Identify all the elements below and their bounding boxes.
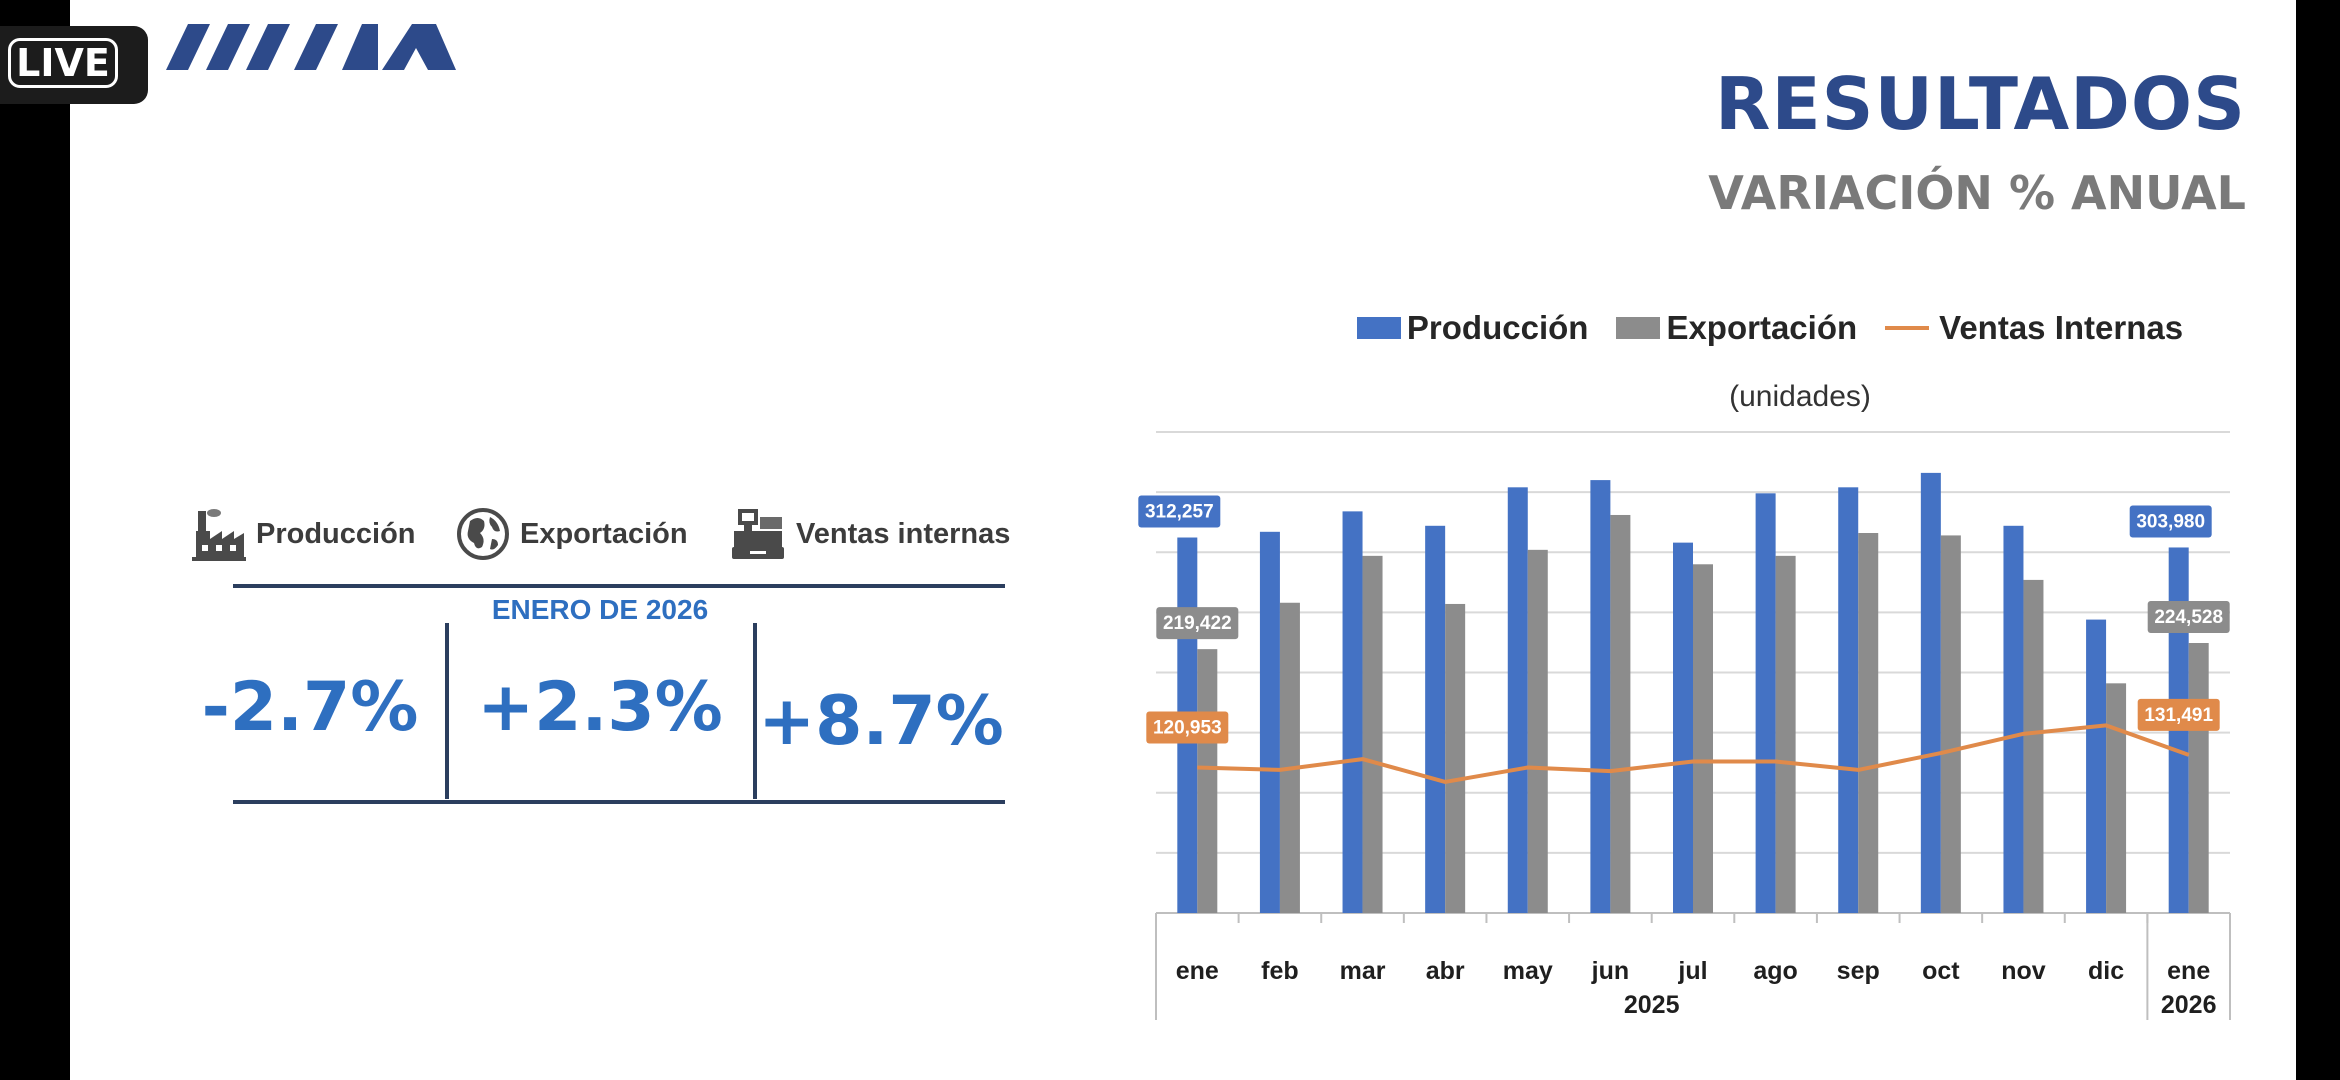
kpi-label-exportacion: Exportación xyxy=(520,517,688,550)
data-label-box xyxy=(1146,711,1229,744)
bar-exportacion-12 xyxy=(2188,643,2209,913)
chart-unit-label: (unidades) xyxy=(1729,380,1871,413)
kpi-bottom-rule xyxy=(233,800,1005,804)
x-tick-label: dic xyxy=(2088,957,2124,985)
bar-exportacion-3 xyxy=(1445,603,1466,913)
x-tick-label: ago xyxy=(1753,957,1797,985)
x-tick-label: ene xyxy=(2167,957,2210,985)
bar-exportacion-1 xyxy=(1279,602,1300,913)
data-label: 120,953 xyxy=(1153,718,1222,739)
factory-icon xyxy=(192,509,246,561)
amia-logo xyxy=(166,24,456,77)
x-tick-label: sep xyxy=(1837,957,1880,985)
legend-label: Ventas Internas xyxy=(1939,309,2184,346)
legend-line xyxy=(1885,326,1930,330)
bar-produccion-3 xyxy=(1425,525,1446,913)
bar-produccion-5 xyxy=(1590,480,1611,913)
live-label: LIVE xyxy=(8,38,118,88)
x-year-label: 2025 xyxy=(1624,991,1680,1019)
data-label-box xyxy=(1156,607,1239,640)
bar-produccion-11 xyxy=(2086,619,2107,913)
kpi-label-ventas: Ventas internas xyxy=(796,517,1011,550)
data-label: 219,422 xyxy=(1163,613,1232,634)
legend-label: Exportación xyxy=(1666,309,1858,346)
bar-exportacion-9 xyxy=(1940,535,1961,913)
bar-exportacion-4 xyxy=(1527,549,1548,913)
data-label-box xyxy=(1138,495,1221,528)
kpi-value-exportacion: +2.3% xyxy=(477,668,723,747)
kpi-header-exportacion: Exportación xyxy=(456,504,688,564)
x-tick-label: ene xyxy=(1176,957,1219,985)
bar-exportacion-8 xyxy=(1858,533,1879,913)
x-tick-label: jun xyxy=(1591,957,1630,985)
bar-produccion-10 xyxy=(2003,525,2024,913)
chart-legend: Producción Exportación Ventas Internas xyxy=(1330,306,2210,350)
legend-swatch xyxy=(1616,317,1661,339)
data-label: 131,491 xyxy=(2144,705,2213,726)
x-tick-label: may xyxy=(1503,957,1553,985)
kpi-header-produccion: Producción xyxy=(192,504,416,564)
bar-produccion-8 xyxy=(1838,487,1859,913)
x-tick-label: nov xyxy=(2001,957,2046,985)
chart-canvas: ene feb mar abr may jun jul ago sep oct nov dic ene 2… xyxy=(1138,431,2231,1020)
screen-edge xyxy=(2296,0,2340,1080)
kpi-value-ventas: +8.7% xyxy=(758,682,1004,761)
data-label-box xyxy=(2147,601,2230,634)
kpi-period: ENERO DE 2026 xyxy=(491,594,709,625)
kpi-label-produccion: Producción xyxy=(256,517,416,550)
x-tick-label: jul xyxy=(1677,957,1707,985)
bar-produccion-7 xyxy=(1755,493,1776,913)
legend-item-exportacion: Exportación xyxy=(1616,309,1857,347)
x-tick-label: abr xyxy=(1426,957,1465,985)
kpi-top-rule xyxy=(233,584,1005,588)
legend-item-produccion: Producción xyxy=(1356,309,1589,347)
x-tick-label: oct xyxy=(1922,957,1960,985)
bar-exportacion-10 xyxy=(2023,579,2044,913)
bar-produccion-1 xyxy=(1259,531,1280,913)
kpi-divider xyxy=(445,623,449,799)
slide-subtitle: VARIACIÓN % ANUAL xyxy=(1708,166,2246,220)
bar-produccion-4 xyxy=(1507,487,1528,913)
kpi-value-produccion: -2.7% xyxy=(201,668,419,747)
x-tick-label: mar xyxy=(1340,957,1386,985)
slide-title: RESULTADOS xyxy=(1715,62,2246,146)
bar-exportacion-6 xyxy=(1693,564,1713,913)
bar-exportacion-0 xyxy=(1197,649,1218,913)
bar-exportacion-11 xyxy=(2106,683,2127,913)
bar-produccion-6 xyxy=(1673,542,1693,913)
data-label: 312,257 xyxy=(1145,502,1214,523)
data-label-box xyxy=(2129,505,2212,538)
globe-icon xyxy=(457,508,509,560)
bar-exportacion-7 xyxy=(1775,555,1796,913)
cash-register-icon xyxy=(732,509,784,559)
data-label: 224,528 xyxy=(2154,607,2223,628)
line-ventas-internas xyxy=(1197,723,2190,784)
presentation-slide: RESULTADOS VARIACIÓN % ANUAL Producción … xyxy=(70,0,2296,1080)
data-label-box xyxy=(2137,698,2220,731)
x-year-label: 2026 xyxy=(2161,991,2217,1019)
x-tick-label: feb xyxy=(1261,957,1299,985)
bar-exportacion-2 xyxy=(1362,555,1383,913)
legend-swatch xyxy=(1356,317,1401,339)
bar-exportacion-5 xyxy=(1610,514,1631,913)
kpi-header-ventas: Ventas internas xyxy=(730,504,1010,564)
bar-produccion-9 xyxy=(1920,472,1941,913)
bar-produccion-2 xyxy=(1342,511,1363,913)
kpi-divider xyxy=(753,623,757,799)
live-badge: LIVE xyxy=(0,26,148,104)
legend-label: Producción xyxy=(1406,309,1589,346)
legend-item-ventas: Ventas Internas xyxy=(1885,309,2183,347)
data-label: 303,980 xyxy=(2136,511,2205,532)
